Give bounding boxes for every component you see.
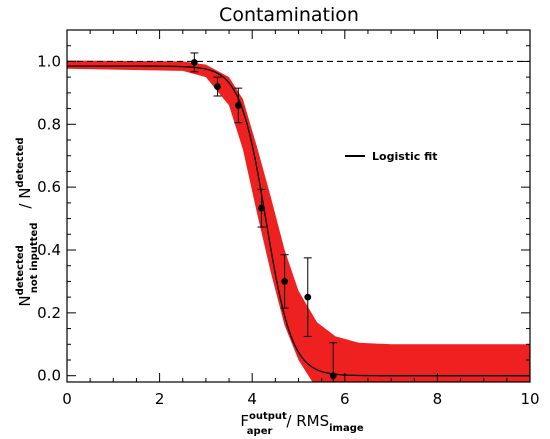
x-tick-label-2: 4 (247, 390, 257, 408)
x-axis-label-sup: output (249, 411, 287, 422)
y-axis-label-main: N (16, 295, 34, 306)
plot-area: 0 2 4 6 8 10 0.0 0.2 0.4 0.6 0.8 1.0 (37, 29, 540, 408)
chart-title: Contamination (219, 4, 359, 26)
y-tick-label-1: 0.2 (37, 304, 61, 322)
data-point-6 (329, 372, 337, 380)
y-tick-label-3: 0.6 (37, 178, 61, 196)
legend: Logistic fit (345, 150, 438, 163)
x-tick-label-1: 2 (155, 390, 165, 408)
x-axis-label-main: F (240, 412, 249, 430)
y-tick-label-5: 1.0 (37, 52, 61, 70)
x-tick-label-3: 6 (340, 390, 350, 408)
x-tick-label-0: 0 (62, 390, 72, 408)
uncertainty-band (67, 60, 530, 382)
y-axis-label-sub: not inputted (29, 223, 40, 294)
x-tick-label-5: 10 (520, 390, 539, 408)
y-tick-label-4: 0.8 (37, 115, 61, 133)
y-axis-label: Ndetected not inputted/ Ndetected (15, 137, 40, 306)
y-axis-label-mid: / N (16, 188, 34, 209)
data-point-0 (190, 58, 198, 66)
x-axis-label: Foutput aper / RMSimage (240, 411, 364, 437)
data-point-3 (258, 204, 265, 212)
y-tick-label-2: 0.4 (37, 241, 61, 259)
y-axis-label-sup: detected (15, 245, 26, 295)
fit-curve (67, 65, 530, 377)
x-axis-label-sub: aper (247, 426, 273, 437)
y-axis-label-sup2: detected (15, 137, 26, 187)
legend-label: Logistic fit (372, 150, 438, 163)
x-tick-label-4: 8 (433, 390, 443, 408)
data-point-5 (304, 293, 312, 301)
data-point-2 (234, 102, 242, 109)
y-tick-label-0: 0.0 (37, 367, 61, 385)
data-point-1 (214, 83, 221, 90)
data-point-4 (281, 278, 289, 285)
x-axis-label-mid: / RMS (286, 412, 329, 430)
x-axis-label-sub2: image (329, 423, 364, 434)
